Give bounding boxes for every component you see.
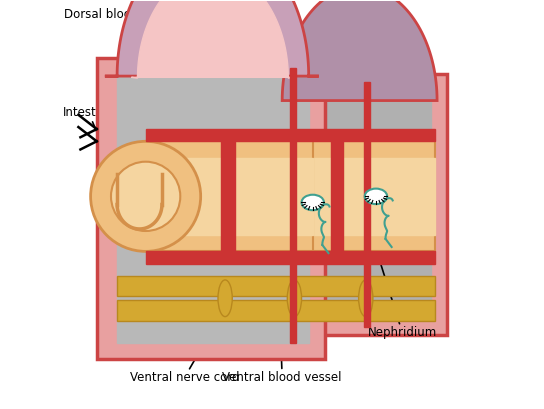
Polygon shape [292,90,431,319]
Text: Dorsal blood vessel: Dorsal blood vessel [64,9,217,127]
Ellipse shape [301,195,324,210]
Polygon shape [331,142,343,252]
Polygon shape [117,276,435,296]
Polygon shape [221,142,236,252]
Polygon shape [272,74,447,335]
Ellipse shape [218,280,232,317]
Text: Nephridium: Nephridium [368,225,437,339]
Polygon shape [292,157,435,235]
Polygon shape [146,129,435,142]
Polygon shape [146,157,313,235]
Polygon shape [146,252,435,264]
Polygon shape [117,74,308,343]
Polygon shape [290,68,296,343]
Polygon shape [117,300,435,321]
Ellipse shape [287,280,301,317]
Polygon shape [105,0,319,76]
Polygon shape [364,82,370,327]
Polygon shape [282,0,437,101]
Polygon shape [131,0,296,78]
Polygon shape [146,142,313,252]
Polygon shape [97,58,325,360]
Text: Ventral blood vessel: Ventral blood vessel [222,272,342,384]
Circle shape [91,142,201,252]
Text: Ventral nerve cord: Ventral nerve cord [129,303,239,384]
Polygon shape [292,142,435,252]
Circle shape [111,162,180,231]
Ellipse shape [358,280,373,317]
Text: Intestine: Intestine [63,106,115,171]
Ellipse shape [364,189,387,204]
